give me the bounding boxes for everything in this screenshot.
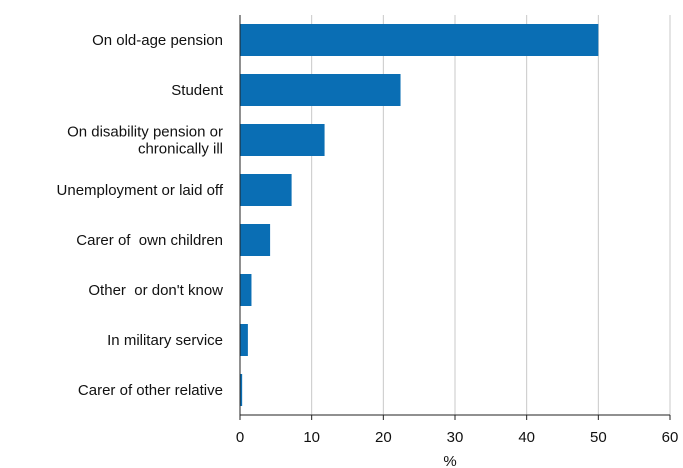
x-tick-label: 10: [303, 429, 320, 446]
category-label: Carer of own children: [76, 232, 223, 249]
bar: [240, 24, 599, 56]
category-label: Unemployment or laid off: [57, 182, 224, 199]
category-label: On old-age pension: [92, 32, 223, 49]
x-tick-label: 40: [518, 429, 535, 446]
bar: [240, 324, 248, 356]
bars: [240, 24, 599, 406]
category-label: Student: [171, 82, 224, 99]
x-tick-labels: 0 10 20 30 40 50 60: [236, 429, 679, 446]
x-axis-title: %: [443, 453, 456, 468]
category-labels: On old-age pension Student On disability p…: [57, 32, 224, 399]
bar: [240, 74, 401, 106]
bar: [240, 224, 271, 256]
x-tick-label: 0: [236, 429, 244, 446]
category-label: In military service: [107, 332, 223, 349]
x-tick-label: 60: [662, 429, 679, 446]
category-label: Carer of other relative: [78, 382, 223, 399]
bar: [240, 124, 325, 156]
bar: [240, 374, 243, 406]
bar: [240, 274, 252, 306]
category-label: On disability pension or chronically ill: [67, 124, 223, 158]
bar: [240, 174, 292, 206]
x-tick-label: 50: [590, 429, 607, 446]
category-label: Other or don't know: [88, 282, 223, 299]
x-tick-label: 20: [375, 429, 392, 446]
x-tick-label: 30: [447, 429, 464, 446]
